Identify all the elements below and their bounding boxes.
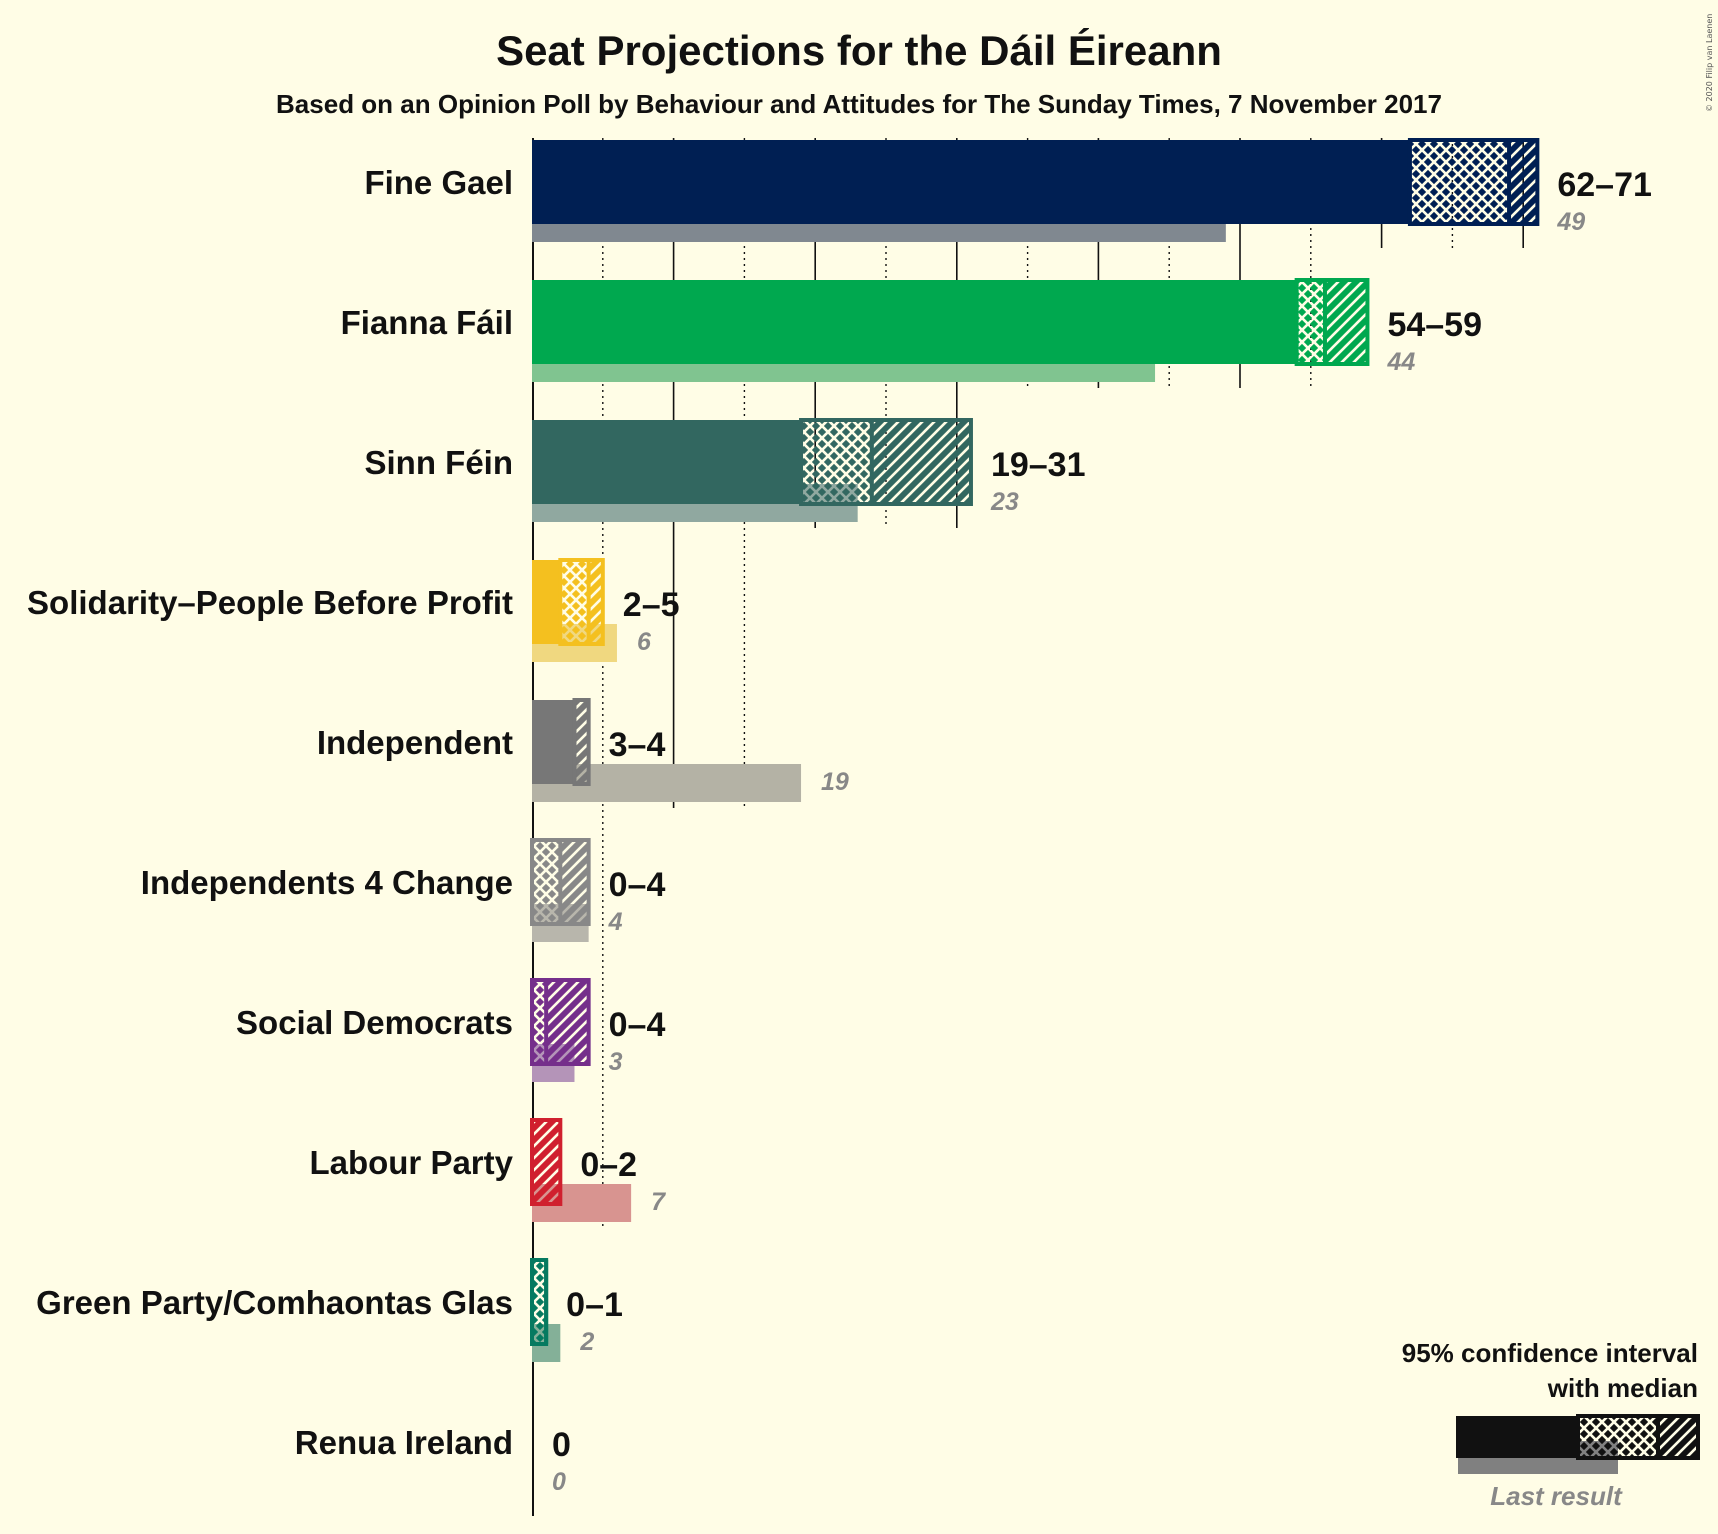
party-label: Labour Party <box>309 1144 513 1181</box>
seat-range-lower-ci <box>1296 280 1325 364</box>
last-result-label: 44 <box>1386 348 1415 376</box>
seat-range-solid <box>532 700 575 784</box>
last-result-label: 49 <box>1556 208 1585 236</box>
last-result-label: 7 <box>651 1188 666 1216</box>
party-label: Solidarity–People Before Profit <box>27 584 513 621</box>
range-label: 0–2 <box>580 1146 637 1184</box>
range-label: 0 <box>552 1426 571 1464</box>
seat-range-lower-ci <box>532 980 547 1064</box>
range-label: 0–4 <box>609 866 666 904</box>
range-label: 3–4 <box>609 726 666 764</box>
seat-range-upper-ci <box>560 840 589 924</box>
chart-subtitle: Based on an Opinion Poll by Behaviour an… <box>276 89 1442 119</box>
party-label: Independent <box>317 724 513 761</box>
legend-line-2: with median <box>1547 1373 1698 1403</box>
seat-range-lower-ci <box>560 560 589 644</box>
party-row-social-democrats <box>530 978 591 1082</box>
party-row-labour-party <box>530 1118 632 1222</box>
copyright-note: © 2020 Filip van Laenen <box>1705 14 1714 112</box>
seat-range-solid <box>532 280 1297 364</box>
range-label: 54–59 <box>1387 306 1482 344</box>
party-label: Green Party/Comhaontas Glas <box>36 1284 513 1321</box>
legend: 95% confidence interval with median Last… <box>1402 1338 1700 1511</box>
legend-line-1: 95% confidence interval <box>1402 1338 1698 1368</box>
ci-outline <box>1294 278 1370 366</box>
party-row-green-party-comhaontas-glas <box>530 1258 561 1362</box>
party-label: Fianna Fáil <box>341 304 513 341</box>
party-row-solidarity-people-before-profit <box>532 558 617 662</box>
seat-range-solid <box>532 140 1410 224</box>
seat-range-lower-ci <box>1409 140 1510 224</box>
last-result-label: 4 <box>608 908 623 936</box>
seat-range-upper-ci <box>1509 140 1538 224</box>
party-label: Independents 4 Change <box>141 864 513 901</box>
last-result-label: 6 <box>637 628 652 656</box>
range-label: 0–1 <box>566 1286 623 1324</box>
legend-diag-hatch <box>1658 1416 1698 1458</box>
ci-outline <box>558 558 605 646</box>
last-result-label: 0 <box>552 1468 566 1496</box>
seat-range-lower-ci <box>801 420 872 504</box>
chart-title: Seat Projections for the Dáil Éireann <box>496 27 1222 74</box>
party-label: Renua Ireland <box>295 1424 513 1461</box>
seat-range-lower-ci <box>532 1260 547 1344</box>
legend-solid-bar <box>1456 1416 1578 1458</box>
seat-range-upper-ci <box>588 560 603 644</box>
seat-range-upper-ci <box>871 420 971 504</box>
ci-outline <box>530 978 591 1066</box>
party-row-fianna-fail <box>532 278 1370 382</box>
party-row-independent <box>532 698 802 802</box>
party-row-independents-4-change <box>530 838 591 942</box>
seat-range-solid <box>532 560 561 644</box>
range-label: 0–4 <box>609 1006 666 1044</box>
seat-range-upper-ci <box>546 980 589 1064</box>
seat-range-upper-ci <box>574 700 589 784</box>
seat-range-upper-ci <box>532 1120 561 1204</box>
party-label: Social Democrats <box>236 1004 513 1041</box>
range-label: 62–71 <box>1557 166 1652 204</box>
ci-outline <box>799 418 973 506</box>
legend-outline <box>1576 1414 1700 1460</box>
seat-range-lower-ci <box>532 840 561 924</box>
range-label: 2–5 <box>623 586 680 624</box>
party-row-sinn-fein <box>532 418 973 522</box>
ci-outline <box>1407 138 1540 226</box>
legend-cross-hatch <box>1578 1416 1658 1458</box>
last-result-label: 23 <box>990 488 1019 516</box>
party-labels: Fine Gael 62–71 49 Fianna Fáil 54–59 44 Sinn F… <box>27 164 1652 1496</box>
seat-range-solid <box>532 420 802 504</box>
party-label: Fine Gael <box>364 164 513 201</box>
range-label: 19–31 <box>991 446 1086 484</box>
party-row-fine-gael <box>532 138 1540 242</box>
last-result-label: 2 <box>579 1328 594 1356</box>
last-result-label: 3 <box>609 1048 623 1076</box>
bars <box>530 138 1540 1362</box>
seat-range-upper-ci <box>1324 280 1368 364</box>
last-result-label: 19 <box>821 768 849 796</box>
legend-last-result-label: Last result <box>1490 1481 1623 1511</box>
party-label: Sinn Féin <box>365 444 514 481</box>
